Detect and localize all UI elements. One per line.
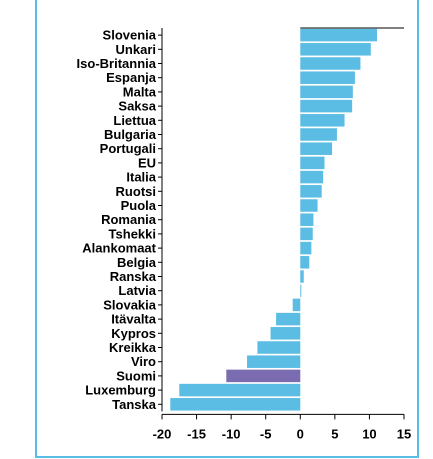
y-tick-label: Belgia (117, 255, 157, 270)
y-tick-label: Malta (123, 84, 157, 99)
y-tick-label: Itävalta (111, 312, 157, 327)
y-tick-label: Ruotsi (116, 184, 156, 199)
x-tick-label: 10 (362, 426, 376, 441)
bar-romania (300, 213, 314, 226)
bar-viro (247, 355, 301, 368)
y-tick-label: Liettua (113, 113, 156, 128)
axes-layer (158, 27, 405, 420)
y-tick-label: Tshekki (109, 226, 156, 241)
bar-suomi (226, 369, 301, 383)
y-tick-label: Kreikka (109, 340, 157, 355)
y-tick-label: Espanja (106, 70, 157, 85)
x-tick-label: -15 (187, 426, 206, 441)
bar-tanska (170, 398, 301, 411)
x-tick-label: 15 (397, 426, 411, 441)
y-tick-label: Suomi (116, 368, 156, 383)
y-tick-label: Slovakia (103, 297, 157, 312)
bar-ranska (300, 270, 304, 283)
y-tick-label: Ranska (110, 269, 157, 284)
labels-layer: SloveniaUnkariIso-BritanniaEspanjaMaltaS… (77, 28, 412, 442)
bar-bulgaria (300, 128, 337, 141)
bar-saksa (300, 99, 353, 113)
y-tick-label: Latvia (118, 283, 156, 298)
y-tick-label: Romania (101, 212, 157, 227)
bar-luxemburg (179, 383, 301, 397)
y-tick-label: Slovenia (103, 28, 157, 43)
y-tick-label: Saksa (118, 99, 156, 114)
x-tick-label: 0 (297, 426, 304, 441)
y-tick-label: Tanska (112, 397, 157, 412)
bar-itävalta (276, 312, 301, 326)
chart-frame: Slovenia Unkari Iso-Britannia Espanja Malta S… (35, 0, 419, 458)
y-tick-label: Puola (121, 198, 157, 213)
x-tick-label: -10 (222, 426, 241, 441)
y-tick-label: Portugali (100, 141, 156, 156)
x-tick-label: -5 (260, 426, 272, 441)
bar-liettua (300, 114, 345, 127)
bar-iso-britannia (300, 57, 361, 70)
bar-latvia (300, 284, 302, 297)
bar-malta (300, 85, 353, 99)
y-tick-label: Bulgaria (104, 127, 157, 142)
y-tick-label: Unkari (116, 42, 156, 57)
bar-kreikka (257, 341, 301, 354)
bar-italia (300, 170, 324, 184)
bar-alankomaat (300, 241, 312, 255)
bar-unkari (300, 43, 371, 56)
y-tick-label: Viro (131, 354, 156, 369)
bar-puola (300, 199, 318, 212)
y-tick-label: Alankomaat (82, 241, 156, 256)
bar-eu (300, 156, 325, 170)
bar-chart: SloveniaUnkariIso-BritanniaEspanjaMaltaS… (77, 27, 412, 442)
bar-slovakia (292, 298, 301, 312)
bar-portugali (300, 142, 333, 155)
y-tick-label: EU (138, 155, 156, 170)
bar-espanja (300, 71, 355, 84)
bar-ruotsi (300, 185, 322, 198)
y-tick-label: Iso-Britannia (77, 56, 157, 71)
x-tick-label: -20 (153, 426, 172, 441)
bars-layer (170, 28, 378, 411)
bar-belgia (300, 256, 310, 269)
y-tick-label: Italia (126, 170, 156, 185)
x-tick-label: 5 (331, 426, 338, 441)
bar-slovenia (300, 28, 378, 42)
bar-kypros (270, 327, 301, 340)
y-tick-label: Luxemburg (85, 383, 156, 398)
y-tick-label: Kypros (111, 326, 156, 341)
bar-tshekki (300, 227, 313, 241)
